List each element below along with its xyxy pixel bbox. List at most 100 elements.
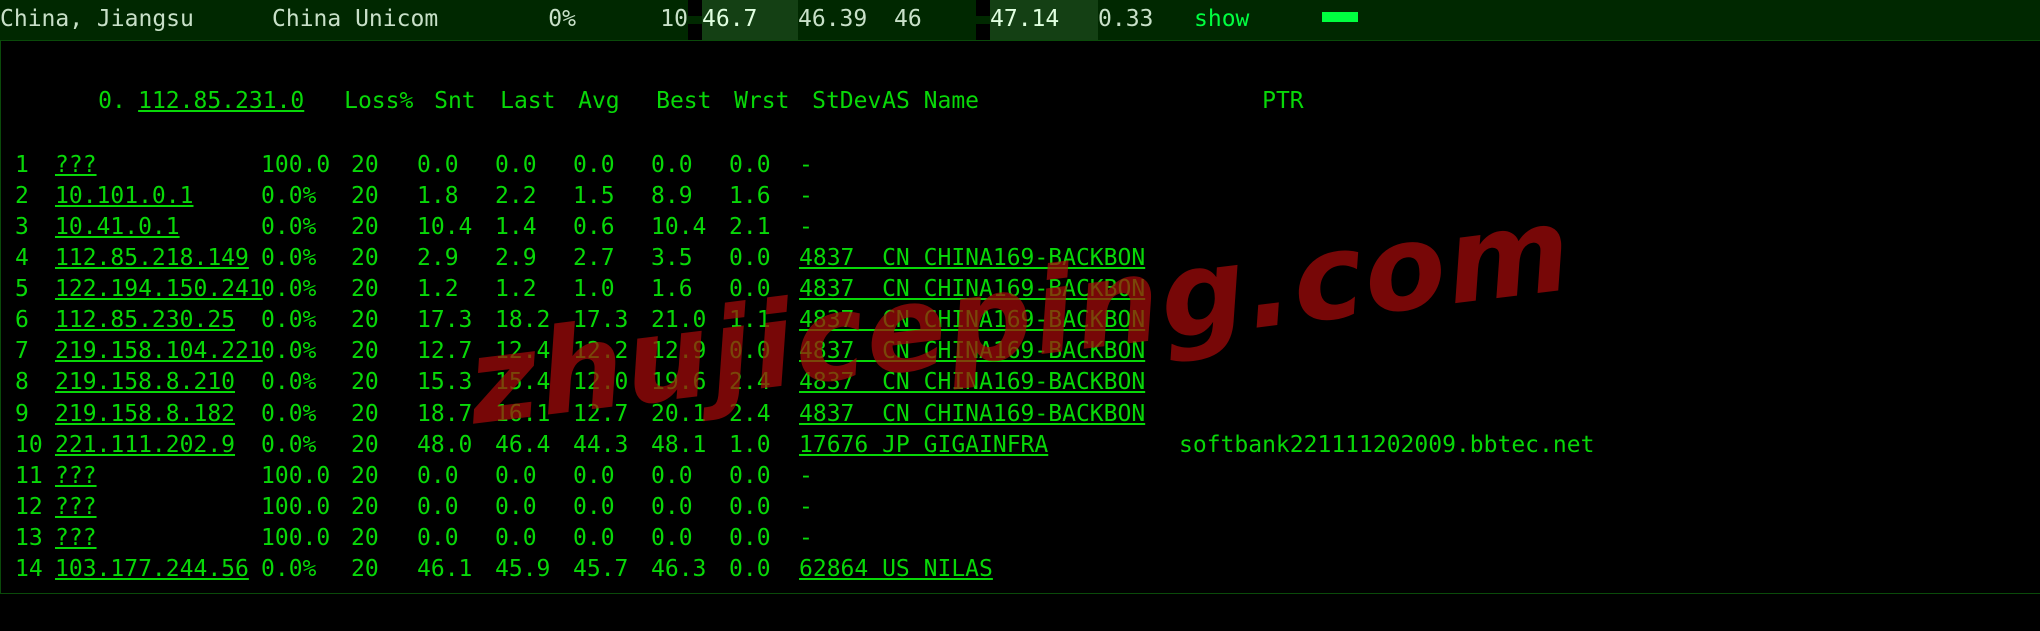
hdr-avg: Avg <box>578 86 656 117</box>
hop-avg: 18.2 <box>495 305 573 336</box>
hop-row: 310.41.0.10.0%2010.41.40.610.42.1- <box>15 212 2040 243</box>
hop-stdev: 1.6 <box>729 181 799 212</box>
hop-best: 17.3 <box>573 305 651 336</box>
hop-row: 13???100.0200.00.00.00.00.0- <box>15 523 2040 554</box>
hop-last: 1.8 <box>417 181 495 212</box>
hop-asname[interactable]: 4837 CN CHINA169-BACKBON <box>799 274 1179 305</box>
hdr-loss: Loss% <box>344 86 434 117</box>
hop-ip-link[interactable]: 103.177.244.56 <box>55 554 261 585</box>
hop-avg: 0.0 <box>495 150 573 181</box>
hop-loss: 100.0 <box>261 461 351 492</box>
summary-avg: 46.39 <box>798 0 894 39</box>
hop-row: 8219.158.8.2100.0%2015.315.412.019.62.44… <box>15 367 2040 398</box>
hop-asname[interactable]: 17676 JP GIGAINFRA <box>799 430 1179 461</box>
hop-index: 13 <box>15 523 55 554</box>
traceroute-panel: 0.112.85.231.0Loss%SntLastAvgBestWrstStD… <box>0 40 2040 594</box>
hop-wrst: 0.0 <box>651 461 729 492</box>
hop-wrst: 1.6 <box>651 274 729 305</box>
hop-asname[interactable]: 4837 CN CHINA169-BACKBON <box>799 243 1179 274</box>
hop-ip-link[interactable]: 10.101.0.1 <box>55 181 261 212</box>
hop-row: 6112.85.230.250.0%2017.318.217.321.01.14… <box>15 305 2040 336</box>
hop-ip-link[interactable]: 221.111.202.9 <box>55 430 261 461</box>
terminal-window: China, Jiangsu China Unicom 0% 10 46.7 4… <box>0 0 2040 631</box>
hop-ip-link[interactable]: 219.158.104.221 <box>55 336 261 367</box>
hop-last: 18.7 <box>417 399 495 430</box>
hop-avg: 0.0 <box>495 523 573 554</box>
hop-avg: 16.1 <box>495 399 573 430</box>
hop-asname[interactable]: 4837 CN CHINA169-BACKBON <box>799 305 1179 336</box>
hop-snt: 20 <box>351 274 417 305</box>
hop-best: 1.5 <box>573 181 651 212</box>
hop-asname[interactable]: 4837 CN CHINA169-BACKBON <box>799 399 1179 430</box>
hop-ip-link[interactable]: ??? <box>55 492 261 523</box>
hop-asname: - <box>799 492 1179 523</box>
hop-row: 12???100.0200.00.00.00.00.0- <box>15 492 2040 523</box>
hop-snt: 20 <box>351 212 417 243</box>
hop-asname[interactable]: 4837 CN CHINA169-BACKBON <box>799 336 1179 367</box>
hop-best: 0.6 <box>573 212 651 243</box>
hop-best: 0.0 <box>573 523 651 554</box>
hop-loss: 0.0% <box>261 430 351 461</box>
show-button[interactable]: show <box>1194 0 1314 39</box>
hop-avg: 45.9 <box>495 554 573 585</box>
hop-last: 0.0 <box>417 150 495 181</box>
hop-asname: - <box>799 461 1179 492</box>
hop-avg: 2.9 <box>495 243 573 274</box>
hop-snt: 20 <box>351 523 417 554</box>
hop-row: 10221.111.202.90.0%2048.046.444.348.11.0… <box>15 430 2040 461</box>
hop-index: 6 <box>15 305 55 336</box>
hop-row: 14103.177.244.560.0%2046.145.945.746.30.… <box>15 554 2040 585</box>
hop-best: 12.0 <box>573 367 651 398</box>
hdr-stdev: StDev <box>812 86 882 117</box>
hop-loss: 0.0% <box>261 305 351 336</box>
hop-ip-link[interactable]: ??? <box>55 150 261 181</box>
gap <box>688 16 702 24</box>
summary-isp: China Unicom <box>272 0 506 39</box>
hop-snt: 20 <box>351 181 417 212</box>
hop-avg: 1.2 <box>495 274 573 305</box>
hop-row: 9219.158.8.1820.0%2018.716.112.720.12.44… <box>15 399 2040 430</box>
hop-ip-link[interactable]: 219.158.8.210 <box>55 367 261 398</box>
hop-snt: 20 <box>351 430 417 461</box>
hop-snt: 20 <box>351 554 417 585</box>
hop-best: 44.3 <box>573 430 651 461</box>
hop-loss: 0.0% <box>261 554 351 585</box>
latency-sparkline <box>1314 0 2040 39</box>
hop-snt: 20 <box>351 243 417 274</box>
hop-wrst: 48.1 <box>651 430 729 461</box>
hop-asname[interactable]: 62864 US NILAS <box>799 554 1179 585</box>
hop-index: 14 <box>15 554 55 585</box>
hop-stdev: 0.0 <box>729 243 799 274</box>
hop-loss: 0.0% <box>261 336 351 367</box>
hop-ip-link[interactable]: 112.85.230.25 <box>55 305 261 336</box>
hop-wrst: 46.3 <box>651 554 729 585</box>
hop-asname[interactable]: 4837 CN CHINA169-BACKBON <box>799 367 1179 398</box>
hop-loss: 0.0% <box>261 212 351 243</box>
hop-best: 1.0 <box>573 274 651 305</box>
hop-ip-link[interactable]: 122.194.150.241 <box>55 274 261 305</box>
hop-ip-link[interactable]: 112.85.218.149 <box>55 243 261 274</box>
hdr-ptr: PTR <box>1262 86 1304 117</box>
hop-stdev: 0.0 <box>729 523 799 554</box>
hop-stdev: 0.0 <box>729 150 799 181</box>
hdr-last: Last <box>500 86 578 117</box>
hop-snt: 20 <box>351 492 417 523</box>
hop-best: 2.7 <box>573 243 651 274</box>
hop-stdev: 0.0 <box>729 274 799 305</box>
hop-ip-link[interactable]: 219.158.8.182 <box>55 399 261 430</box>
hop-rows: 1???100.0200.00.00.00.00.0-210.101.0.10.… <box>15 150 2040 585</box>
hop-best: 45.7 <box>573 554 651 585</box>
hdr-best: Best <box>656 86 734 117</box>
hop-index: 8 <box>15 367 55 398</box>
hop-snt: 20 <box>351 399 417 430</box>
hop-ip-link[interactable]: ??? <box>55 461 261 492</box>
hop-stdev: 0.0 <box>729 492 799 523</box>
summary-bar: China, Jiangsu China Unicom 0% 10 46.7 4… <box>0 0 2040 40</box>
hop-ip-link[interactable]: ??? <box>55 523 261 554</box>
hop-loss: 0.0% <box>261 367 351 398</box>
hop-ip-link[interactable]: 10.41.0.1 <box>55 212 261 243</box>
hop-last: 0.0 <box>417 461 495 492</box>
hop-row: 11???100.0200.00.00.00.00.0- <box>15 461 2040 492</box>
hop-loss: 0.0% <box>261 243 351 274</box>
hop-snt: 20 <box>351 461 417 492</box>
